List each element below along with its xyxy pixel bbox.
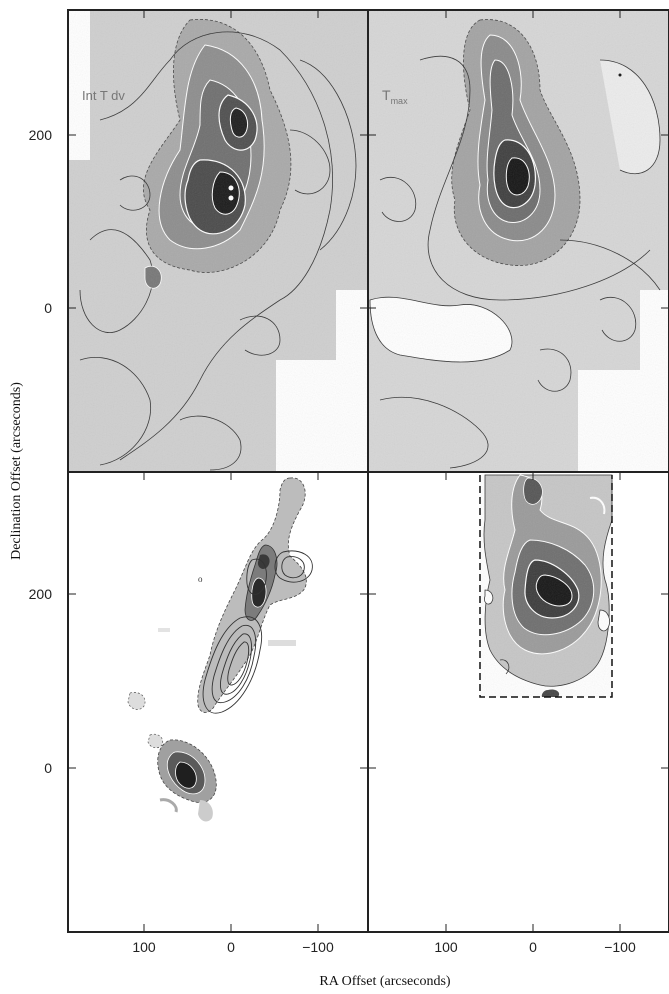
- x-axis-label: RA Offset (arcseconds): [319, 974, 450, 989]
- y-axis-label: Declination Offset (arcseconds): [9, 382, 24, 560]
- y-ticks: [68, 134, 669, 769]
- panel-label-tmax-main: T: [382, 87, 391, 103]
- y-tick-label: 200: [29, 586, 53, 602]
- x-ticks: [143, 10, 621, 932]
- y-tick-label: 0: [44, 760, 52, 776]
- x-tick-label: 0: [529, 939, 537, 955]
- y-tick-labels: 200 0 200 0: [29, 127, 53, 776]
- panel-top-right: [368, 10, 669, 472]
- panel-bottom-right: [368, 472, 669, 932]
- panel-top-left: [68, 10, 368, 472]
- y-tick-label: 200: [29, 127, 53, 143]
- svg-text:o: o: [198, 574, 203, 584]
- x-tick-labels: 100 0 −100 100 0 −100: [132, 939, 636, 955]
- panel-frames: [67, 9, 669, 933]
- x-tick-label: −100: [604, 939, 636, 955]
- panel-label-tmax: Tmax: [382, 87, 408, 106]
- y-tick-label: 0: [44, 300, 52, 316]
- x-tick-label: 0: [227, 939, 235, 955]
- x-tick-label: 100: [132, 939, 156, 955]
- panel-label-int-tdv: Int T dv: [82, 88, 125, 103]
- x-tick-label: −100: [302, 939, 334, 955]
- region-box: [479, 475, 613, 698]
- panel-bottom-left: o: [68, 472, 368, 932]
- x-tick-label: 100: [434, 939, 458, 955]
- panel-label-tmax-sub: max: [391, 96, 409, 106]
